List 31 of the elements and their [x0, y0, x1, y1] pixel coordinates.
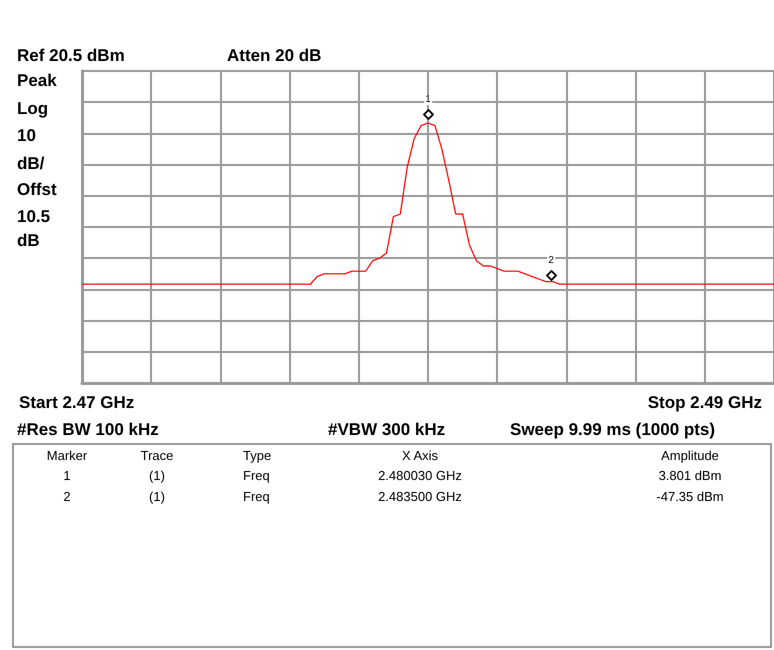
chart-title: Ref 20.5 dBm	[17, 46, 125, 66]
text: (1)	[149, 468, 165, 483]
text: (1)	[149, 489, 165, 504]
text: Freq	[243, 489, 270, 504]
text: dB	[17, 231, 40, 251]
text: #Res BW 100 kHz	[17, 420, 159, 440]
annotation: 2	[547, 255, 555, 266]
text: -47.35 dBm	[656, 489, 724, 504]
text: 10.5	[17, 207, 50, 227]
text: 3.801 dBm	[658, 468, 722, 483]
text: #VBW 300 kHz	[328, 420, 446, 440]
text: Atten 20 dB	[227, 46, 322, 66]
text: 1	[424, 94, 432, 105]
text: Peak	[17, 71, 57, 91]
text: 2	[63, 489, 71, 504]
text: Marker	[46, 448, 88, 463]
text: Type	[243, 448, 272, 463]
text: 2.483500 GHz	[378, 489, 462, 504]
text: Freq	[243, 468, 270, 483]
text: Stop 2.49 GHz	[648, 393, 762, 413]
text: Sweep 9.99 ms (1000 pts)	[510, 420, 716, 440]
text: Offst	[17, 180, 57, 200]
text: 1	[63, 468, 71, 483]
text: X Axis	[402, 448, 438, 463]
text: 10	[17, 126, 36, 146]
text: Trace	[140, 448, 174, 463]
text: Log	[17, 99, 48, 119]
text: 2.480030 GHz	[378, 468, 462, 483]
text: Amplitude	[661, 448, 719, 463]
text: Start 2.47 GHz	[19, 393, 134, 413]
text: dB/	[17, 154, 44, 174]
